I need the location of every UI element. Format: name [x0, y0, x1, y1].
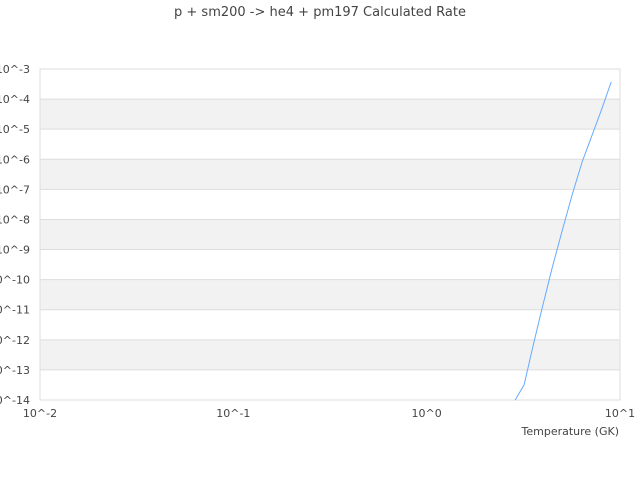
grid-band — [40, 129, 620, 160]
grid-band — [40, 249, 620, 280]
y-tick-label: 10^-5 — [0, 123, 30, 136]
y-tick-label: 10^-6 — [0, 153, 30, 166]
grid-band — [40, 189, 620, 220]
plot-frame — [39, 68, 621, 401]
grid-band — [40, 339, 620, 370]
series-line — [514, 81, 612, 401]
y-tick-label: 10^-8 — [0, 213, 30, 226]
y-tick-label: 10^-3 — [0, 63, 30, 76]
y-tick-label: 10^-14 — [0, 394, 30, 407]
series-lines — [514, 81, 612, 401]
x-axis-label: Temperature (GK) — [521, 425, 620, 438]
grid-band — [40, 279, 620, 310]
grid-band — [40, 219, 620, 250]
grid-band — [40, 309, 620, 340]
y-axis: 10^-3 10^-4 10^-5 10^-6 10^-7 10^-8 10^-9 10^-1… — [0, 63, 30, 407]
y-tick-label: 10^-11 — [0, 304, 30, 317]
x-tick-label: 10^-2 — [23, 407, 57, 420]
y-tick-label: 10^-10 — [0, 274, 30, 287]
y-tick-label: 10^-7 — [0, 183, 30, 196]
y-tick-label: 10^-4 — [0, 93, 30, 106]
grid-bands — [40, 69, 620, 400]
x-tick-label: 10^1 — [605, 407, 635, 420]
x-tick-label: 10^0 — [412, 407, 442, 420]
grid-band — [40, 99, 620, 130]
y-tick-label: 10^-9 — [0, 244, 30, 257]
x-tick-label: 10^-1 — [216, 407, 250, 420]
grid-band — [40, 369, 620, 400]
x-axis: 10^-2 10^-1 10^0 10^1 — [23, 407, 635, 420]
grid-band — [40, 159, 620, 190]
chart-title: p + sm200 -> he4 + pm197 Calculated Rate — [174, 5, 466, 20]
y-tick-label: 10^-12 — [0, 334, 30, 347]
grid-band — [40, 69, 620, 100]
y-tick-label: 10^-13 — [0, 364, 30, 377]
